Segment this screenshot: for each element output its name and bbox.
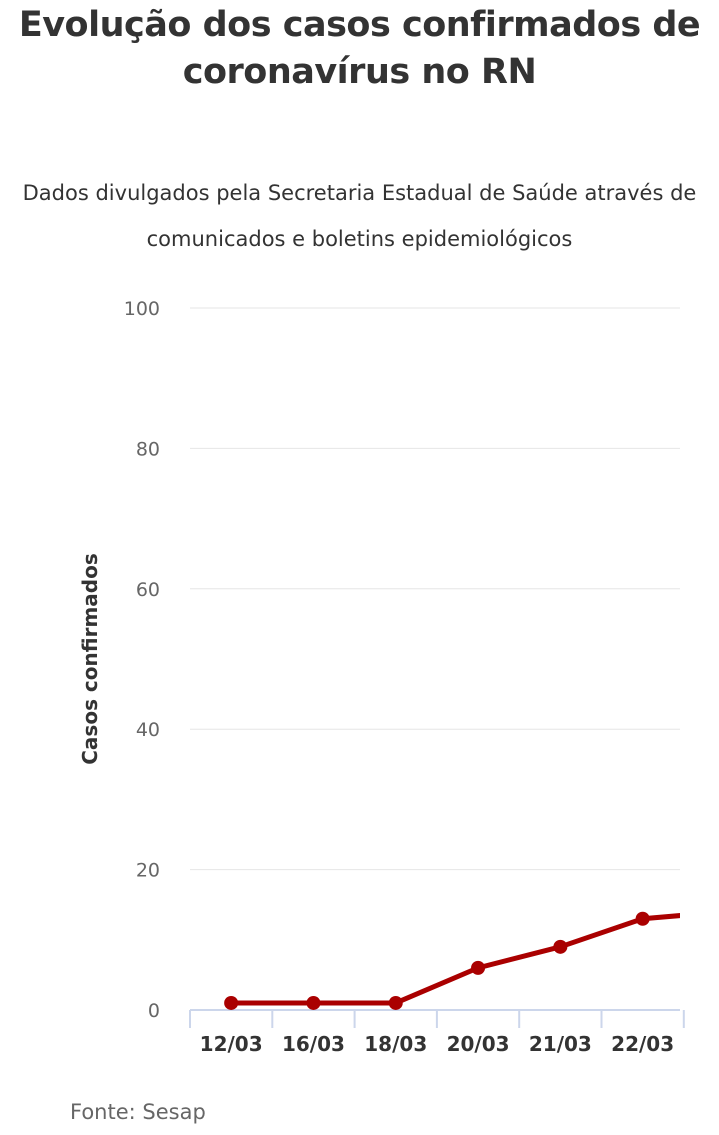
data-point [471, 960, 486, 975]
y-tick-label: 20 [136, 860, 160, 882]
y-tick-label: 40 [136, 719, 160, 741]
y-tick-label: 80 [136, 438, 160, 460]
x-tick-label: 18/03 [364, 1032, 427, 1056]
data-point [224, 995, 239, 1010]
x-tick-label: 21/03 [529, 1032, 592, 1056]
chart-subtitle: Dados divulgados pela Secretaria Estadua… [22, 181, 697, 251]
x-tick-label: 16/03 [282, 1032, 345, 1056]
line-chart: 0 20 40 60 80 100 12/03 16/03 18/03 20/03 21/03 22/… [78, 298, 685, 1056]
source-note: Fonte: Sesap [70, 1100, 206, 1124]
data-point [635, 911, 650, 926]
series-line [231, 913, 680, 1006]
data-point [553, 939, 568, 954]
y-axis-label: Casos confirmados [78, 553, 102, 765]
y-tick-label: 100 [124, 298, 160, 320]
chart-title: Evolução dos casos confirmados de corona… [18, 5, 701, 92]
data-point [306, 995, 321, 1010]
x-tick-label: 22/03 [611, 1032, 674, 1056]
y-tick-label: 60 [136, 579, 160, 601]
data-point [388, 995, 403, 1010]
y-tick-label: 0 [148, 1000, 160, 1022]
x-tick-label: 20/03 [447, 1032, 510, 1056]
x-tick-label: 12/03 [200, 1032, 263, 1056]
